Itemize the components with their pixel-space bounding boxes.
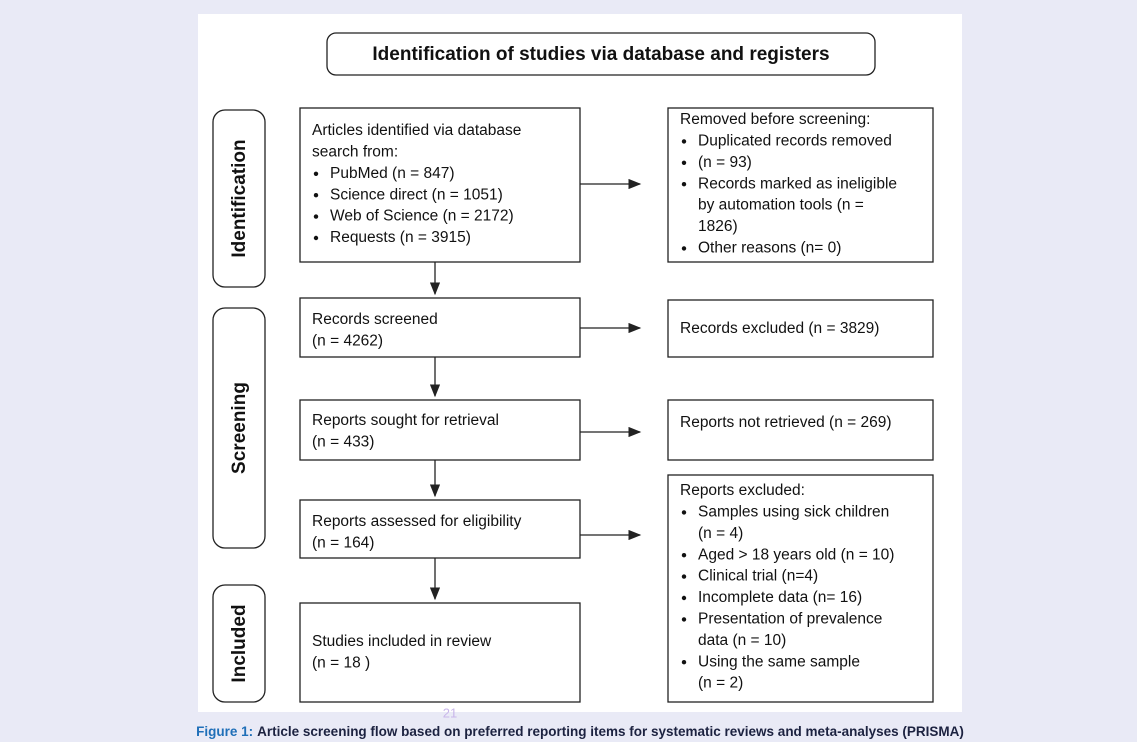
bullet: [681, 660, 687, 665]
flow-box: [299, 107, 581, 263]
box-item: by automation tools (n =: [698, 197, 864, 214]
stage-box: [212, 109, 266, 288]
box-item: Samples using sick children: [698, 503, 889, 520]
bullet: [681, 574, 687, 579]
bullet: [313, 235, 319, 241]
box-text: Reports assessed for eligibility: [312, 513, 522, 530]
bullet: [313, 193, 319, 198]
box-text: Records excluded (n = 3829): [680, 320, 879, 337]
box-item: Requests (n = 3915): [330, 229, 471, 246]
box-item: Aged > 18 years old (n = 10): [698, 546, 894, 563]
bullet: [681, 617, 687, 622]
flow-box: [299, 499, 581, 559]
stage-label: Identification: [229, 139, 250, 257]
box-item: Records marked as ineligible: [698, 175, 897, 192]
flow-box: [667, 107, 934, 263]
box-text: Removed before screening:: [680, 111, 870, 128]
title-box: [326, 32, 876, 76]
bullet: [681, 510, 687, 515]
caption-label: Figure 1:: [196, 724, 253, 739]
stage-label: Screening: [229, 382, 250, 474]
flow-box: [667, 474, 934, 703]
flow-box: [299, 297, 581, 358]
box-item: Science direct (n = 1051): [330, 186, 503, 203]
stage-label: Included: [229, 604, 250, 682]
bullet: [681, 553, 687, 558]
box-text: Reports not retrieved (n = 269): [680, 414, 892, 431]
box-item: data (n = 10): [698, 632, 786, 649]
box-text: (n = 433): [312, 433, 374, 450]
box-item: PubMed (n = 847): [330, 165, 455, 182]
diagram-title: Identification of studies via database a…: [372, 44, 829, 65]
box-text: Articles identified via database: [312, 122, 521, 139]
box-item: Incomplete data (n= 16): [698, 589, 862, 606]
box-item: Presentation of prevalence: [698, 610, 882, 627]
box-text: Reports sought for retrieval: [312, 412, 499, 429]
box-text: Studies included in review: [312, 633, 492, 650]
page-number: 21: [443, 705, 457, 720]
caption: Figure 1: Article screening flow based on…: [196, 724, 964, 739]
box-text: search from:: [312, 143, 398, 160]
bullet: [681, 595, 687, 601]
box-item: (n = 2): [698, 675, 743, 692]
stage-box: [212, 307, 266, 549]
stage-box: [212, 584, 266, 703]
caption-text: Article screening flow based on preferre…: [257, 724, 964, 739]
bullet: [681, 160, 687, 165]
flow-box: [667, 299, 934, 358]
flow-box: [299, 399, 581, 461]
box-text: (n = 4262): [312, 332, 383, 349]
box-text: Reports excluded:: [680, 482, 805, 499]
bullet: [681, 182, 687, 187]
bullet: [313, 214, 319, 219]
bullet: [313, 171, 319, 176]
box-item: (n = 4): [698, 525, 743, 542]
box-item: Using the same sample: [698, 653, 860, 670]
flow-box: [299, 602, 581, 703]
bullet: [681, 246, 687, 251]
box-item: Other reasons (n= 0): [698, 239, 841, 256]
box-item: (n = 93): [698, 154, 752, 171]
box-item: Duplicated records removed: [698, 132, 892, 149]
box-item: Clinical trial (n=4): [698, 568, 818, 585]
flow-box: [667, 399, 934, 461]
box-text: (n = 18 ): [312, 654, 370, 671]
box-item: Web of Science (n = 2172): [330, 208, 514, 225]
box-item: 1826): [698, 218, 738, 235]
bullet: [681, 139, 687, 144]
box-text: (n = 164): [312, 534, 374, 551]
box-text: Records screened: [312, 311, 438, 328]
